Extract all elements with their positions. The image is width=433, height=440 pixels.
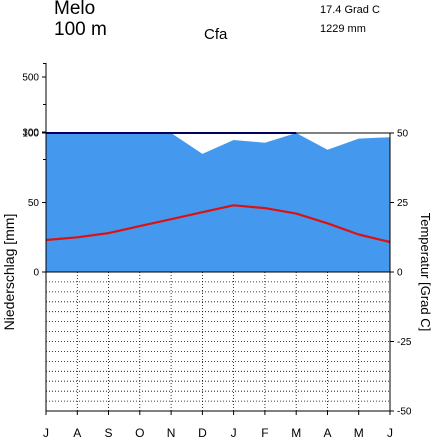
month-label: M bbox=[291, 426, 301, 440]
left-tick-label: 100 bbox=[22, 129, 39, 140]
annual-precipitation: 1229 mm bbox=[320, 23, 366, 35]
month-label: J bbox=[231, 426, 237, 440]
temperature-line bbox=[45, 204, 391, 244]
annual-mean-temperature: 17.4 Grad C bbox=[320, 4, 380, 16]
left-tick-label: 300 bbox=[22, 128, 39, 139]
month-label: M bbox=[354, 426, 364, 440]
month-label: O bbox=[135, 426, 144, 440]
right-tick-label: 50 bbox=[397, 129, 409, 140]
left-tick-label: 50 bbox=[28, 198, 40, 209]
month-label: J bbox=[43, 426, 49, 440]
left-tick-label: 500 bbox=[22, 73, 39, 84]
month-label: S bbox=[104, 426, 112, 440]
left-axis-title: Niederschlag [mm] bbox=[1, 214, 17, 331]
precipitation-area bbox=[46, 133, 390, 272]
month-label: A bbox=[73, 426, 81, 440]
month-label: N bbox=[167, 426, 176, 440]
station-name: Melo bbox=[54, 0, 96, 19]
right-tick-label: -25 bbox=[397, 337, 412, 348]
right-tick-label: 0 bbox=[397, 268, 403, 279]
month-label: F bbox=[261, 426, 268, 440]
right-axis-title: Temperatur [Grad C] bbox=[418, 213, 433, 332]
climate-classification: Cfa bbox=[204, 26, 228, 43]
right-tick-label: 25 bbox=[397, 198, 409, 209]
station-elevation: 100 m bbox=[54, 19, 107, 40]
month-label: J bbox=[387, 426, 393, 440]
month-label: A bbox=[323, 426, 331, 440]
right-tick-label: -50 bbox=[397, 407, 412, 418]
left-tick-label: 0 bbox=[33, 268, 39, 279]
month-label: D bbox=[198, 426, 207, 440]
